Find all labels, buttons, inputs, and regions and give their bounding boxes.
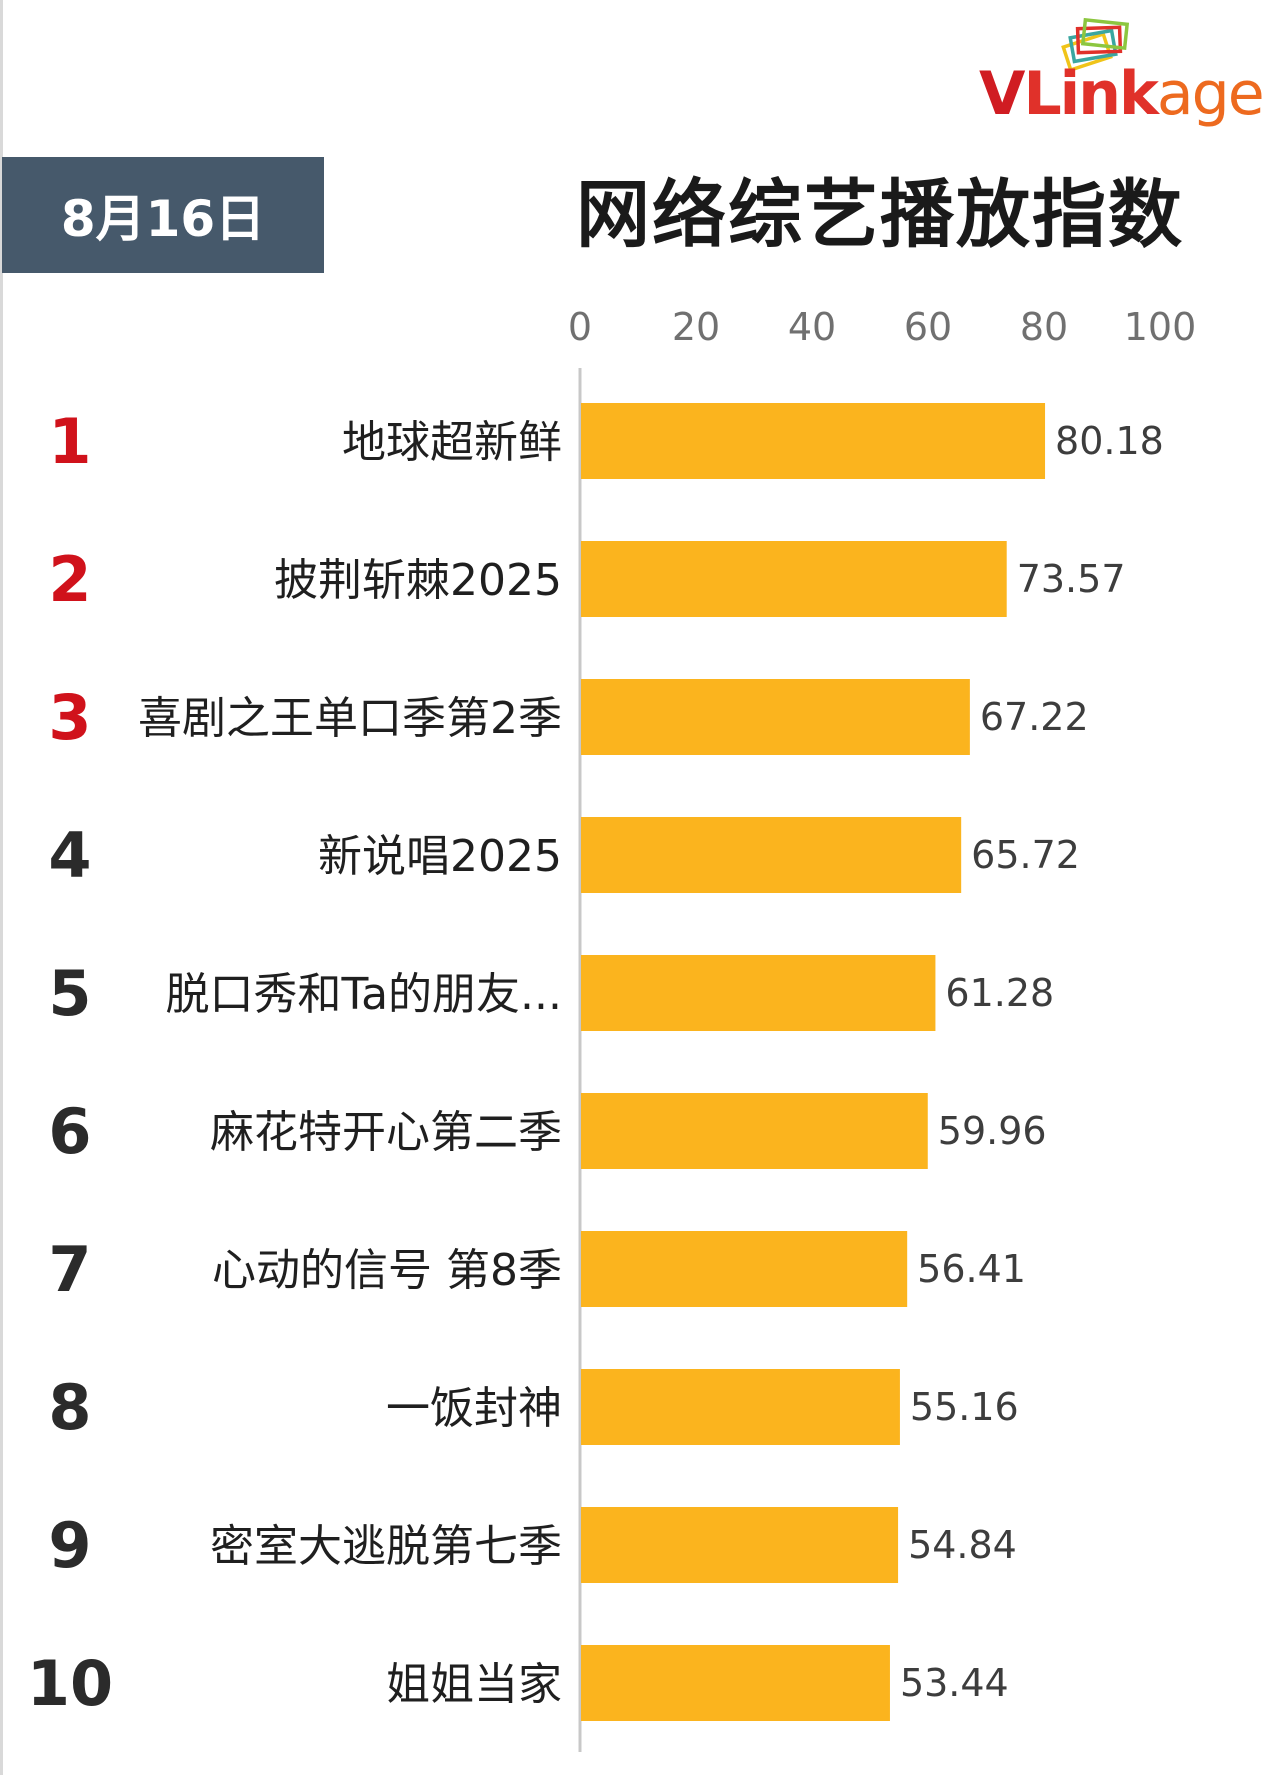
value-label: 56.41 [917, 1247, 1026, 1291]
bar [581, 1645, 890, 1721]
bar [581, 955, 936, 1031]
logo-wordmark: VLinkage [979, 64, 1265, 124]
rank-number: 7 [48, 1233, 91, 1306]
category-label: 地球超新鲜 [342, 417, 562, 468]
x-tick-label: 20 [672, 305, 720, 349]
chart-title: 网络综艺播放指数 [576, 172, 1184, 258]
x-tick-label: 100 [1124, 305, 1197, 349]
value-label: 65.72 [971, 833, 1080, 877]
bar [581, 1231, 908, 1307]
bar [581, 1369, 900, 1445]
stacked-cards-icon [1061, 18, 1130, 73]
category-label: 新说唱2025 [318, 831, 562, 882]
rank-number: 10 [27, 1647, 113, 1720]
rank-number: 2 [48, 543, 91, 616]
value-label: 53.44 [900, 1661, 1009, 1705]
category-label: 一饭封神 [386, 1383, 562, 1434]
vlinkage-logo: VLinkage [975, 18, 1275, 128]
rank-number: 8 [48, 1371, 91, 1444]
category-label: 喜剧之王单口季第2季 [138, 693, 562, 744]
value-label: 59.96 [938, 1109, 1047, 1153]
category-label: 姐姐当家 [386, 1659, 562, 1710]
left-edge-divider [0, 0, 3, 1775]
category-label: 披荆斩棘2025 [274, 555, 562, 606]
x-tick-label: 40 [788, 305, 836, 349]
category-label: 脱口秀和Ta的朋友... [165, 969, 562, 1020]
rank-number: 3 [48, 681, 91, 754]
value-label: 67.22 [980, 695, 1089, 739]
bar [581, 403, 1046, 479]
rank-number: 1 [48, 405, 91, 478]
rank-number: 9 [48, 1509, 91, 1582]
bar [581, 1093, 928, 1169]
logo-text-link: Link [1023, 59, 1158, 129]
rank-number: 6 [48, 1095, 91, 1168]
x-tick-label: 60 [904, 305, 952, 349]
value-label: 61.28 [945, 971, 1054, 1015]
value-label: 80.18 [1055, 419, 1164, 463]
rank-number: 4 [48, 819, 91, 892]
logo-text-age: age [1156, 59, 1265, 129]
value-label: 55.16 [910, 1385, 1019, 1429]
bar [581, 679, 970, 755]
bar [581, 817, 962, 893]
category-label: 心动的信号 第8季 [212, 1245, 562, 1296]
rank-number: 5 [48, 957, 91, 1030]
logo-text-v: V [979, 59, 1025, 129]
value-label: 54.84 [908, 1523, 1017, 1567]
category-label: 密室大逃脱第七季 [210, 1521, 562, 1572]
bar [581, 541, 1007, 617]
category-label: 麻花特开心第二季 [210, 1107, 562, 1158]
date-badge: 8月16日 [2, 157, 324, 273]
x-tick-label: 0 [568, 305, 592, 349]
bar [581, 1507, 899, 1583]
value-label: 73.57 [1017, 557, 1126, 601]
x-tick-label: 80 [1020, 305, 1068, 349]
